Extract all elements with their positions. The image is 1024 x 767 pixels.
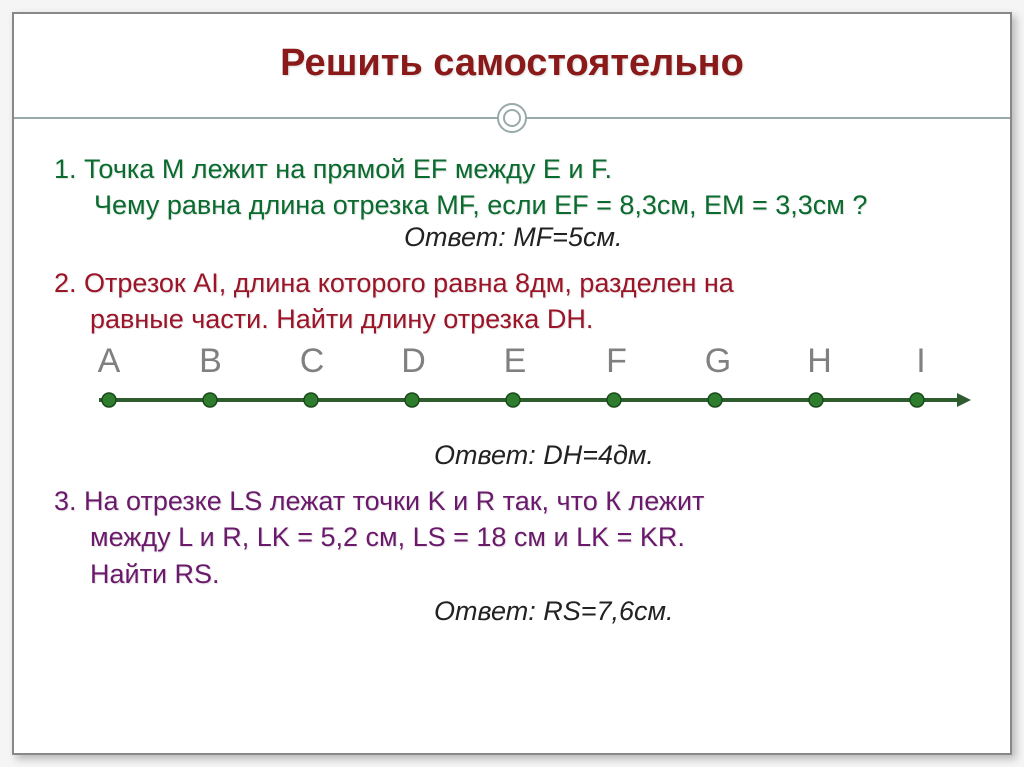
- problem-1-line1: 1. Точка М лежит на прямой ЕF между Е и …: [54, 151, 970, 187]
- page-title: Решить самостоятельно: [54, 42, 970, 85]
- problem-1: 1. Точка М лежит на прямой ЕF между Е и …: [54, 151, 970, 253]
- problem-3: 3. На отрезке LS лежат точки K и R так, …: [54, 483, 970, 627]
- problem-2-line2: равные части. Найти длину отрезка DH.: [54, 301, 970, 337]
- problem-3-line3: Найти RS.: [54, 556, 970, 592]
- problem-1-line2: Чему равна длина отрезка МF, если ЕF = 8…: [54, 187, 970, 223]
- number-line-diagram: ABCDEFGHI: [54, 342, 970, 422]
- problem-3-answer: Ответ: RS=7,6см.: [54, 596, 970, 627]
- problem-2-line1: 2. Отрезок АI, длина которого равна 8дм,…: [54, 265, 970, 301]
- problem-1-answer: Ответ: MF=5см.: [54, 222, 970, 253]
- problem-2-answer: Ответ: DH=4дм.: [54, 440, 970, 471]
- slide: Решить самостоятельно 1. Точка М лежит н…: [12, 12, 1012, 755]
- problem-2: 2. Отрезок АI, длина которого равна 8дм,…: [54, 265, 970, 471]
- problem-3-line1: 3. На отрезке LS лежат точки K и R так, …: [54, 483, 970, 519]
- divider: [54, 103, 970, 133]
- divider-ornament: [497, 103, 527, 133]
- number-line-svg: [54, 342, 974, 422]
- problem-3-line2: между L и R, LK = 5,2 см, LS = 18 см и L…: [54, 519, 970, 555]
